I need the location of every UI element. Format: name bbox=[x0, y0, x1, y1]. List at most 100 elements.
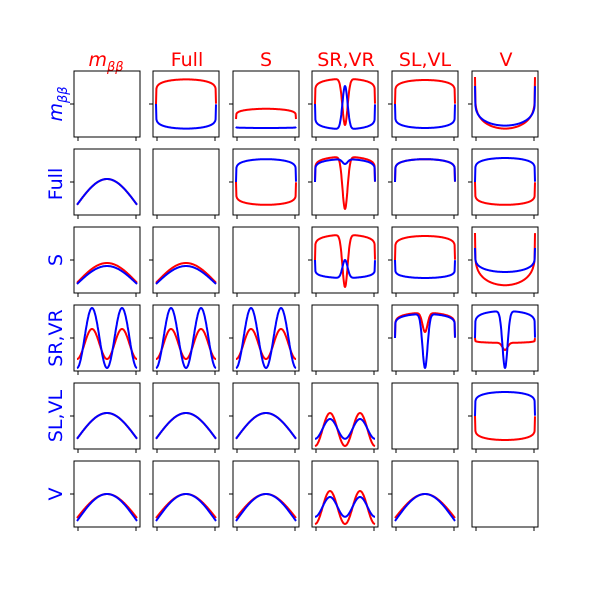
panel-r1-c5 bbox=[468, 148, 539, 219]
red-series-line bbox=[235, 107, 297, 120]
red-series-line bbox=[474, 232, 536, 287]
blue-series-line bbox=[155, 412, 217, 440]
panel-r5-c4 bbox=[388, 460, 459, 531]
panel-r5-c0 bbox=[70, 460, 141, 531]
blue-series-line bbox=[314, 418, 376, 440]
panel-r5-c2 bbox=[229, 460, 300, 531]
blue-series-line bbox=[76, 307, 138, 369]
panel-r4-c2 bbox=[229, 382, 300, 453]
panel-grid bbox=[70, 70, 539, 531]
panel-r1-c2 bbox=[229, 148, 300, 219]
panel-frame bbox=[471, 226, 539, 294]
blue-series-line bbox=[155, 493, 217, 522]
panel-r3-c3 bbox=[311, 304, 379, 375]
row-title-mbb: mββ bbox=[45, 86, 71, 121]
red-series-line bbox=[474, 337, 536, 351]
red-series-line bbox=[394, 493, 456, 519]
panel-r4-c0 bbox=[70, 382, 141, 453]
panel-frame bbox=[152, 70, 220, 138]
red-series-line bbox=[155, 493, 217, 519]
blue-series-line bbox=[235, 307, 297, 369]
panel-r4-c4 bbox=[391, 382, 459, 453]
column-title-full: Full bbox=[171, 49, 204, 71]
panel-frame bbox=[391, 382, 459, 450]
blue-series-line bbox=[76, 493, 138, 522]
red-series-line bbox=[235, 328, 297, 360]
column-title-sr-vr: SR,VR bbox=[317, 49, 375, 71]
panel-r1-c1 bbox=[152, 148, 220, 219]
red-series-line bbox=[235, 493, 297, 519]
panel-r2-c4 bbox=[388, 226, 459, 297]
blue-series-line bbox=[474, 247, 536, 273]
panel-r1-c3 bbox=[308, 148, 379, 219]
blue-series-line bbox=[76, 265, 138, 285]
blue-series-line bbox=[314, 496, 376, 518]
panel-r3-c2 bbox=[229, 304, 300, 375]
blue-series-line bbox=[314, 85, 376, 130]
blue-series-line bbox=[474, 310, 536, 369]
red-series-line bbox=[314, 156, 376, 210]
column-title-s: S bbox=[260, 49, 272, 71]
column-title-sl-vl: SL,VL bbox=[399, 49, 452, 71]
blue-series-line bbox=[235, 126, 297, 129]
panel-frame bbox=[471, 70, 539, 138]
panel-frame bbox=[311, 304, 379, 372]
panel-r5-c3 bbox=[308, 460, 379, 531]
panel-frame bbox=[73, 382, 141, 450]
panel-r1-c4 bbox=[388, 148, 459, 219]
panel-r0-c0 bbox=[70, 70, 141, 141]
red-series-line bbox=[394, 158, 456, 183]
red-series-line bbox=[155, 262, 217, 284]
blue-series-line bbox=[235, 158, 297, 183]
red-series-line bbox=[235, 181, 297, 206]
blue-series-line bbox=[394, 313, 456, 369]
panel-frame bbox=[471, 460, 539, 528]
red-series-line bbox=[76, 328, 138, 360]
red-series-line bbox=[474, 76, 536, 130]
red-series-line bbox=[76, 493, 138, 519]
blue-series-line bbox=[474, 157, 536, 183]
red-series-line bbox=[394, 235, 456, 261]
panel-frame bbox=[152, 226, 220, 294]
blue-series-line bbox=[235, 493, 297, 522]
column-titles: mββ Full S SR,VR SL,VL V bbox=[88, 49, 512, 75]
blue-series-line bbox=[155, 265, 217, 285]
panel-r0-c1 bbox=[149, 70, 220, 141]
panel-r3-c1 bbox=[149, 304, 220, 375]
panel-r0-c3 bbox=[308, 70, 379, 141]
panel-frame bbox=[232, 382, 300, 450]
panel-r3-c4 bbox=[388, 304, 459, 375]
panel-r2-c0 bbox=[70, 226, 141, 297]
red-series-line bbox=[155, 328, 217, 360]
red-series-line bbox=[394, 312, 456, 339]
blue-series-line bbox=[76, 178, 138, 206]
panel-r2-c1 bbox=[149, 226, 220, 297]
blue-series-line bbox=[394, 493, 456, 522]
blue-series-line bbox=[394, 158, 456, 183]
panel-frame bbox=[73, 70, 141, 138]
panel-r0-c5 bbox=[468, 70, 539, 141]
row-title-full: Full bbox=[45, 168, 67, 201]
panel-r5-c1 bbox=[149, 460, 220, 531]
blue-series-line bbox=[474, 391, 536, 417]
panel-r2-c3 bbox=[308, 226, 379, 297]
panel-r1-c0 bbox=[70, 148, 141, 219]
red-series-line bbox=[76, 262, 138, 284]
panel-r0-c2 bbox=[229, 70, 300, 141]
blue-series-line bbox=[314, 158, 376, 183]
red-series-line bbox=[314, 412, 376, 447]
red-series-line bbox=[314, 490, 376, 525]
blue-series-line bbox=[474, 85, 536, 127]
panel-frame bbox=[152, 382, 220, 450]
red-series-line bbox=[394, 79, 456, 105]
blue-series-line bbox=[235, 412, 297, 440]
row-title-sr-vr: SR,VR bbox=[45, 309, 67, 367]
panel-r0-c4 bbox=[388, 70, 459, 141]
blue-series-line bbox=[155, 307, 217, 369]
panel-r2-c5 bbox=[468, 226, 539, 297]
blue-series-line bbox=[394, 103, 456, 129]
blue-series-line bbox=[394, 259, 456, 279]
red-series-line bbox=[474, 415, 536, 441]
row-titles: mββ Full S SR,VR SL,VL V bbox=[45, 86, 71, 500]
